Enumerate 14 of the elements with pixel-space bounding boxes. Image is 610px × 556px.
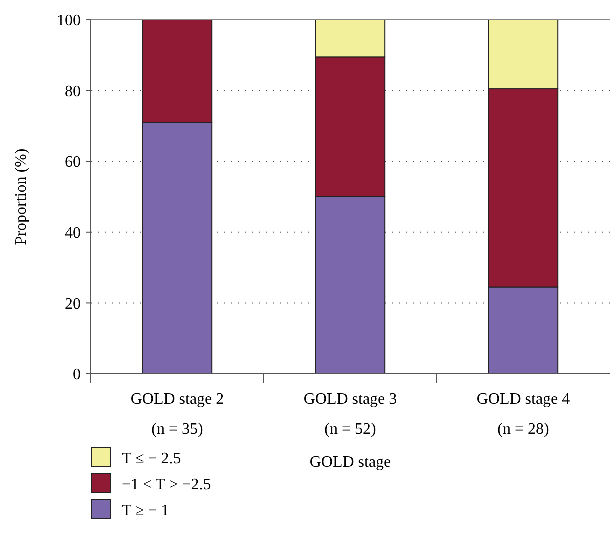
y-tick-label: 20 xyxy=(65,296,81,313)
y-tick-label: 80 xyxy=(65,83,81,100)
y-tick-label: 40 xyxy=(65,225,81,242)
legend-label: T ≤ − 2.5 xyxy=(122,450,182,468)
legend-label: −1 < T > −2.5 xyxy=(122,476,212,494)
y-tick-label: 60 xyxy=(65,154,81,172)
y-tick-label: 0 xyxy=(73,366,81,384)
x-tick-label: GOLD stage 2 (n = 35) xyxy=(130,391,224,438)
legend-label: T ≥ − 1 xyxy=(122,502,170,520)
y-axis-title: Proportion (%) xyxy=(13,148,30,246)
x-tick-label: GOLD stage 3 (n = 52) xyxy=(304,391,398,438)
y-tick-label: 100 xyxy=(57,12,81,30)
x-tick-label: GOLD stage 4 (n = 28) xyxy=(476,391,570,438)
x-axis-title: GOLD stage xyxy=(310,454,392,471)
